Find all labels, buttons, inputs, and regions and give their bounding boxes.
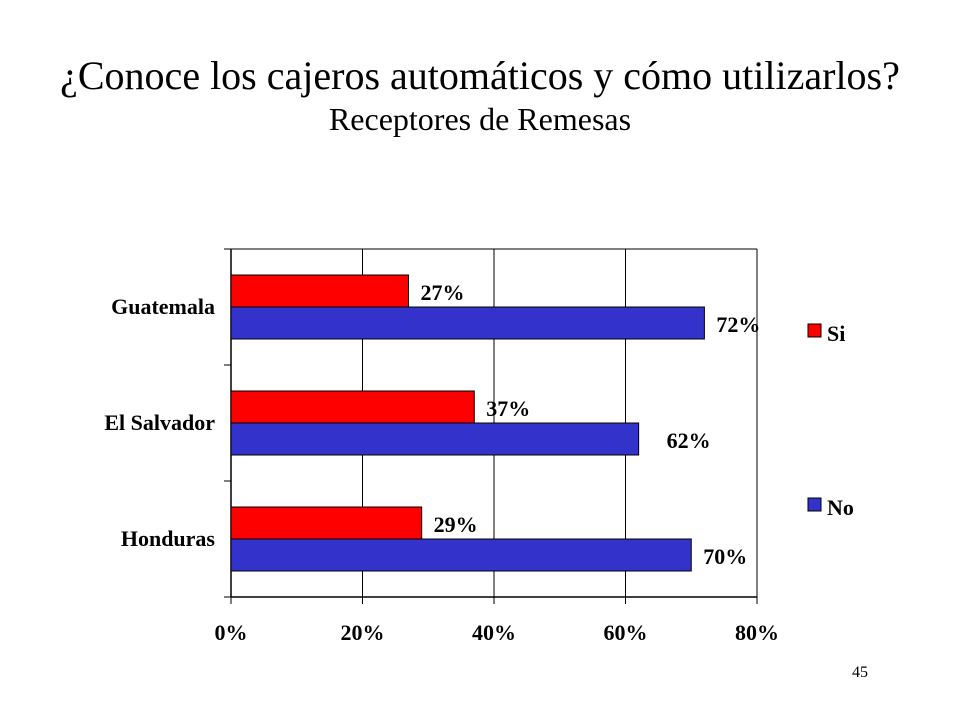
legend-swatch-si [807, 323, 822, 338]
legend-swatch-no [807, 497, 822, 512]
legend-label-no: No [827, 495, 854, 520]
bar-si [230, 390, 475, 424]
data-label: 29% [434, 512, 478, 537]
bar-si [230, 506, 423, 540]
data-label: 27% [421, 280, 465, 305]
slide-subtitle: Receptores de Remesas [328, 101, 632, 137]
bar-no [230, 306, 705, 340]
x-tick-label: 80% [735, 620, 779, 645]
bar-no [230, 538, 692, 572]
data-label: 62% [667, 428, 711, 453]
category-label: Honduras [121, 526, 216, 551]
category-label: Guatemala [111, 294, 215, 319]
title-block: ¿Conoce los cajeros automáticos y cómo u… [0, 52, 960, 139]
x-tick-label: 60% [604, 620, 648, 645]
page-number: 45 [852, 664, 868, 681]
x-tick-label: 40% [472, 620, 516, 645]
bar-no [230, 422, 640, 456]
bar-si [230, 274, 410, 308]
data-label: 70% [703, 544, 747, 569]
data-label: 72% [716, 312, 760, 337]
x-tick-label: 0% [215, 620, 248, 645]
legend-label-si: Si [827, 321, 845, 346]
data-label: 37% [486, 396, 530, 421]
slide-title: ¿Conoce los cajeros automáticos y cómo u… [60, 53, 900, 98]
category-label: El Salvador [104, 410, 215, 435]
x-tick-label: 20% [341, 620, 385, 645]
